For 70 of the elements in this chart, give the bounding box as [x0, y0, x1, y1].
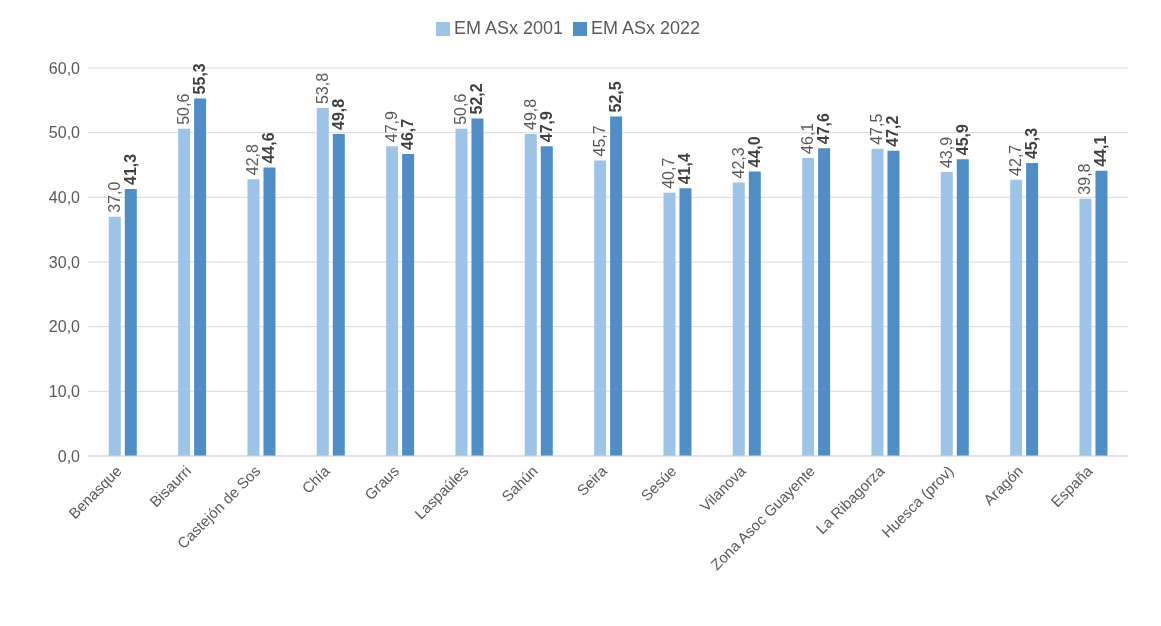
bar — [178, 128, 191, 456]
data-label: 45,3 — [1023, 127, 1041, 160]
data-label: 44,6 — [260, 132, 278, 164]
y-tick-label: 30,0 — [48, 253, 81, 271]
bar — [679, 188, 692, 456]
data-label: 46,7 — [399, 118, 417, 151]
bar — [732, 182, 745, 456]
x-tick-label: Chía — [298, 461, 334, 497]
data-label: 41,3 — [121, 153, 139, 185]
data-label: 52,2 — [468, 83, 486, 115]
bar — [610, 116, 623, 456]
data-label: 41,4 — [676, 153, 694, 185]
bar — [524, 133, 537, 456]
bar — [124, 188, 137, 456]
y-tick-label: 50,0 — [48, 124, 81, 142]
bar — [663, 192, 676, 456]
data-label: 47,9 — [383, 111, 401, 143]
data-label: 42,3 — [729, 147, 747, 179]
data-label: 47,9 — [537, 111, 555, 143]
data-label: 49,8 — [329, 98, 347, 130]
bar — [818, 148, 831, 456]
data-label: 55,3 — [191, 63, 209, 95]
bar — [940, 172, 953, 456]
legend-label: EM ASx 2022 — [591, 18, 701, 38]
data-label: 46,1 — [799, 122, 817, 154]
bar — [956, 159, 969, 456]
data-label: 42,8 — [244, 143, 262, 176]
bar — [871, 148, 884, 456]
bar — [108, 216, 121, 456]
data-label: 42,7 — [1007, 144, 1025, 176]
y-tick-label: 0,0 — [57, 447, 81, 465]
y-tick-label: 20,0 — [48, 318, 81, 336]
data-label: 45,7 — [591, 125, 609, 157]
data-label: 47,6 — [815, 112, 833, 145]
bar — [1079, 198, 1092, 456]
bar — [386, 146, 399, 456]
bar — [247, 179, 260, 456]
data-label: 52,5 — [607, 81, 625, 113]
bar — [802, 157, 815, 456]
bar — [1010, 179, 1023, 456]
y-tick-label: 40,0 — [48, 189, 81, 207]
legend-label: EM ASx 2001 — [453, 18, 563, 38]
data-label: 45,9 — [953, 123, 971, 156]
data-label: 53,8 — [313, 72, 331, 105]
data-label: 39,8 — [1076, 163, 1094, 195]
y-tick-label: 60,0 — [48, 59, 81, 77]
bar — [1026, 163, 1039, 456]
data-label: 49,8 — [521, 98, 539, 130]
bar — [402, 154, 415, 456]
bar — [887, 150, 900, 456]
data-label: 37,0 — [105, 181, 123, 213]
bar — [471, 118, 484, 456]
bar — [316, 108, 329, 456]
bar — [748, 171, 761, 456]
bar — [594, 160, 607, 456]
bar — [455, 128, 468, 456]
data-label: 44,1 — [1092, 135, 1110, 167]
data-label: 43,9 — [937, 136, 955, 169]
data-label: 40,7 — [660, 157, 678, 189]
bar — [263, 167, 276, 456]
data-label: 44,0 — [745, 136, 763, 168]
bar — [1095, 170, 1108, 456]
data-label: 50,6 — [452, 93, 470, 125]
bar — [332, 133, 345, 456]
y-tick-label: 10,0 — [48, 383, 81, 401]
data-label: 47,5 — [868, 113, 886, 145]
data-label: 50,6 — [175, 93, 193, 125]
data-label: 47,2 — [884, 115, 902, 147]
bar — [194, 98, 207, 456]
bar — [540, 146, 553, 456]
